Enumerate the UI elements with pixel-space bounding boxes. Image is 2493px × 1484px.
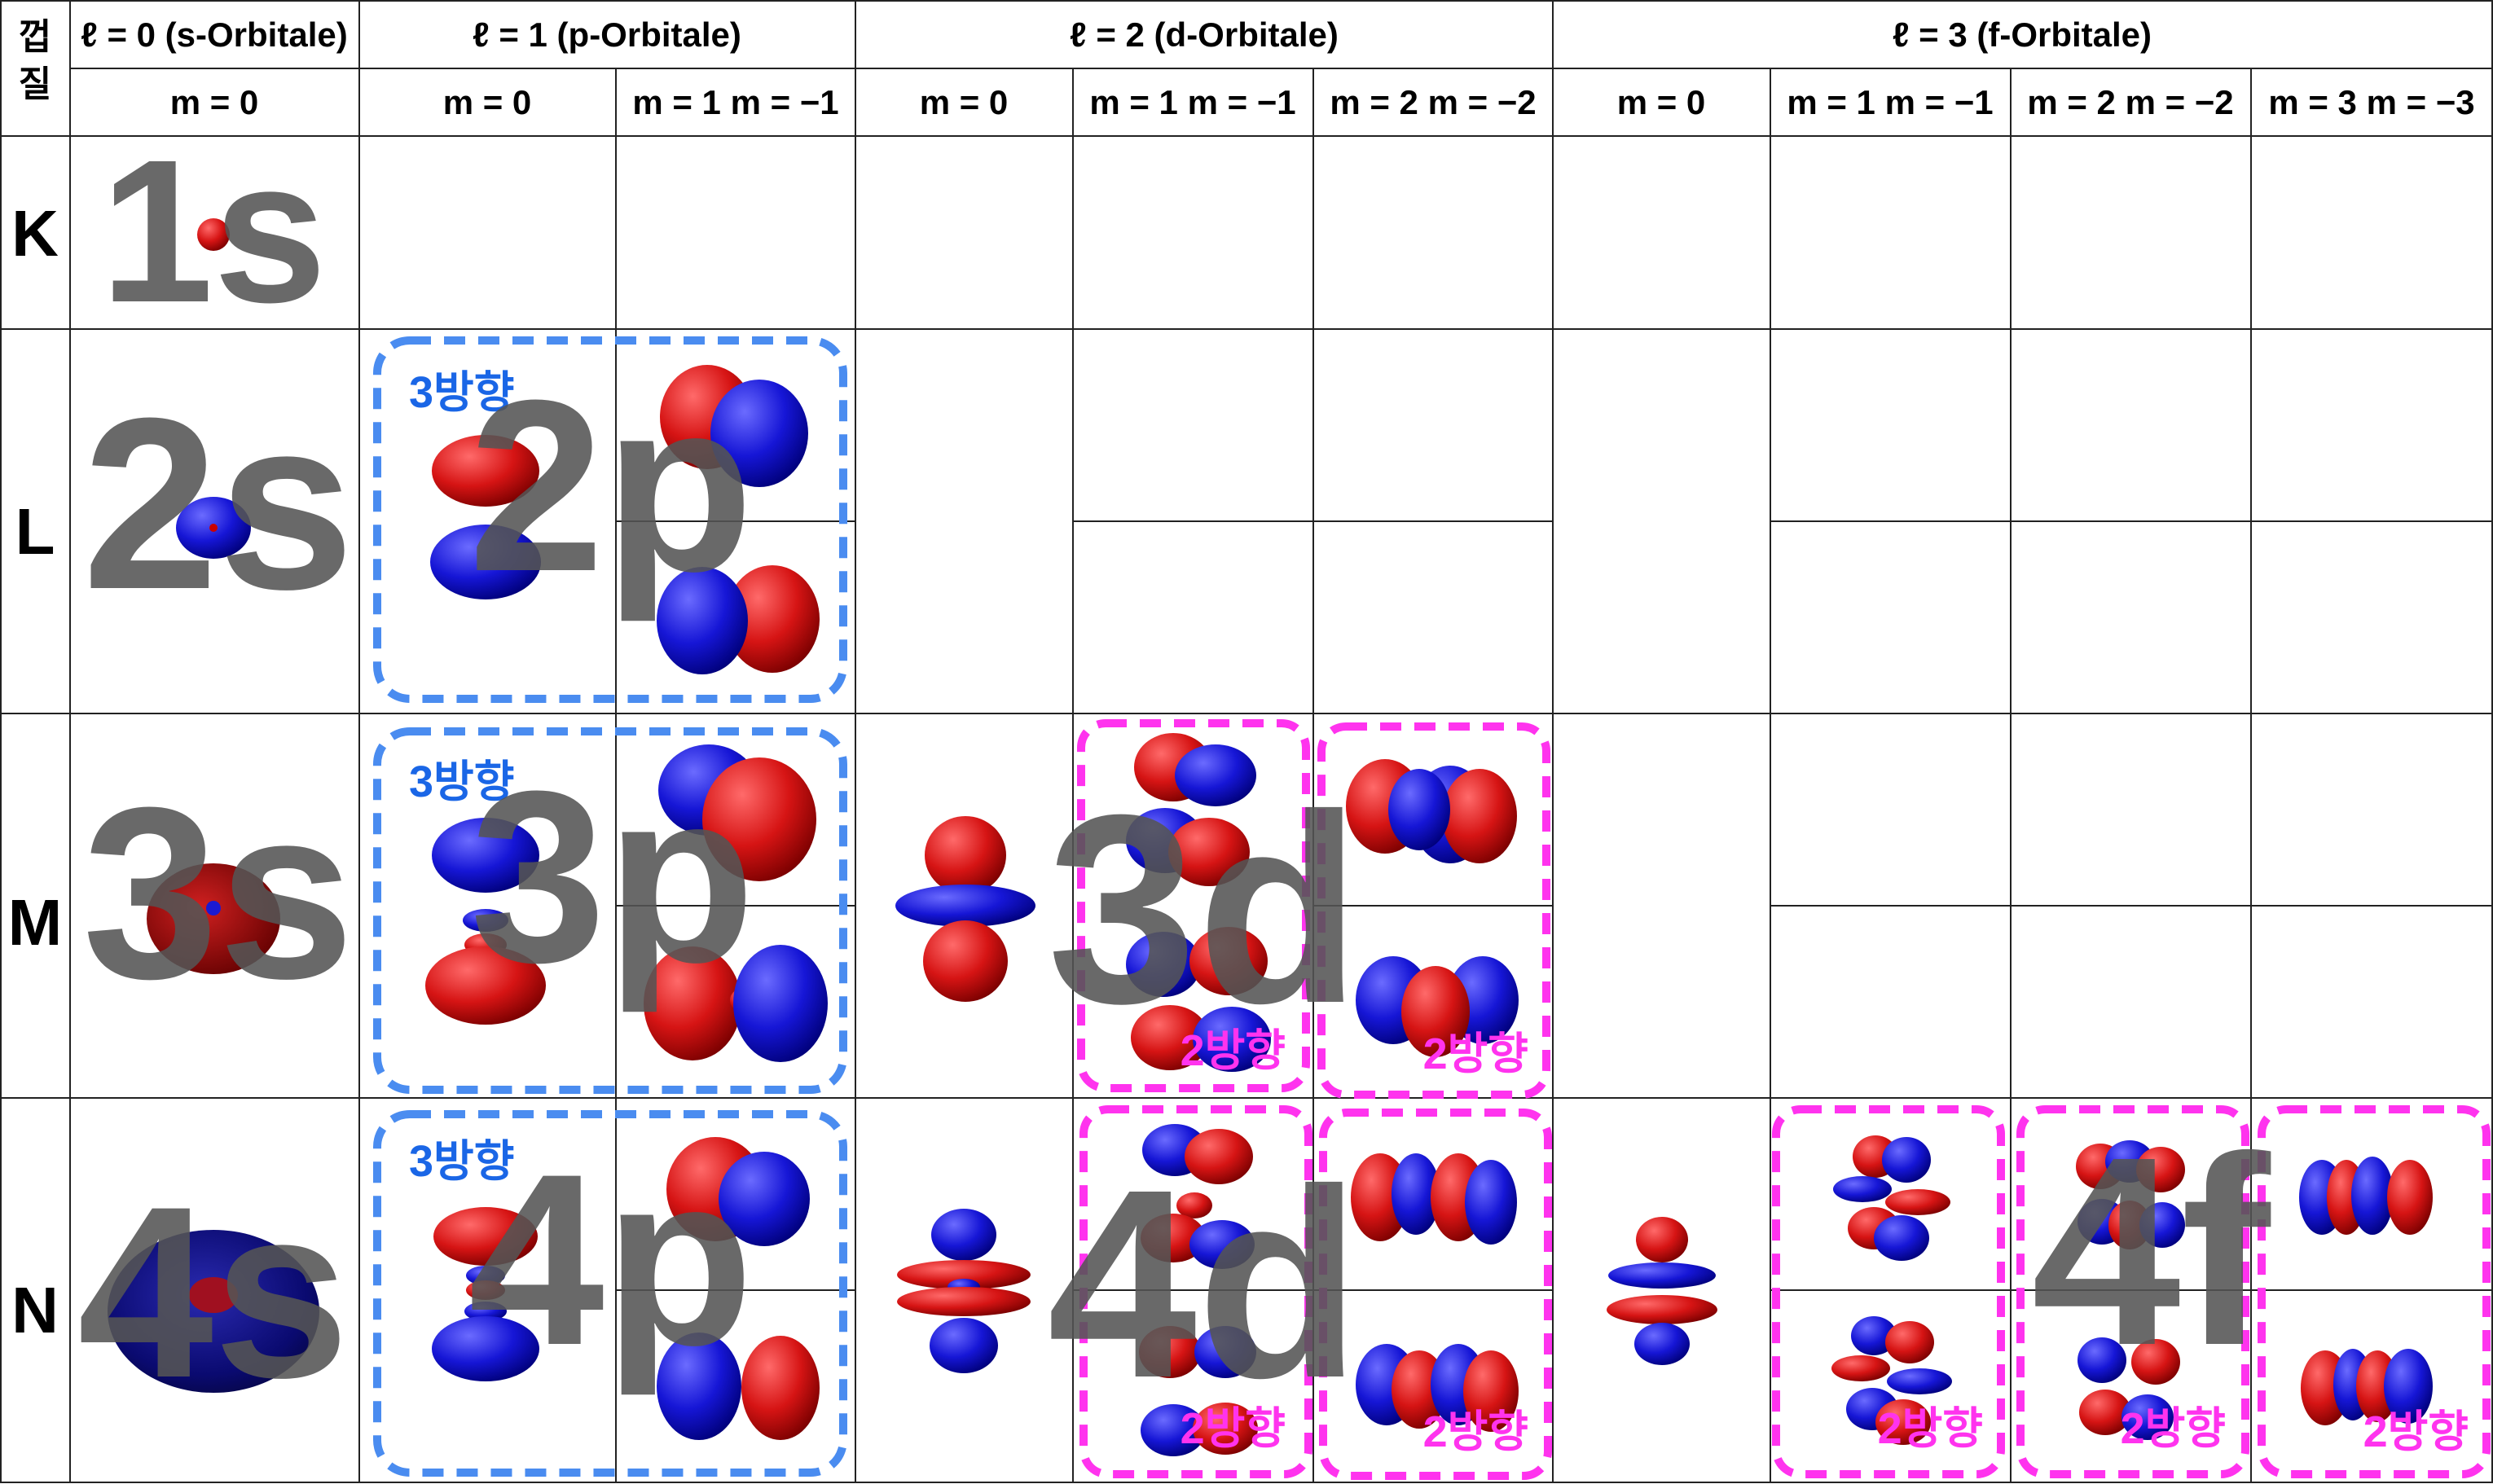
orbital-name-3p: 3p — [470, 740, 755, 1015]
f-pair-frame-n-m2 — [2016, 1105, 2249, 1478]
direction-label-4d-m1: 2방향 — [1181, 1404, 1286, 1453]
orbital-3s — [147, 863, 280, 974]
orbital-4s — [108, 1230, 319, 1393]
orbital-3p-m1 — [658, 744, 816, 881]
group-header-p: ℓ = 1 (p-Orbitale) — [473, 15, 741, 54]
direction-label-3d-m2: 2방향 — [1423, 1030, 1528, 1078]
orbital-4f-m2 — [2076, 1140, 2185, 1249]
orbital-name-4f: 4f — [2031, 1100, 2273, 1401]
orbital-1s — [197, 218, 230, 251]
p-group-frame-m — [373, 727, 847, 1094]
corner-label-bottom: 질 — [19, 64, 51, 104]
orbital-4f-m-1 — [1831, 1316, 1952, 1445]
orbital-3d-m0 — [895, 816, 1035, 1002]
direction-label-4f-m2: 2방향 — [2121, 1404, 2226, 1453]
orbital-name-1s: 1s — [100, 117, 327, 345]
orbital-3d-m2 — [1346, 759, 1517, 863]
orbital-name-4p: 4p — [468, 1122, 754, 1398]
shell-label-k: K — [11, 197, 59, 270]
direction-label-4f-m3: 2방향 — [2363, 1407, 2469, 1456]
direction-label-4d-m2: 2방향 — [1423, 1407, 1528, 1456]
orbital-2p-m0 — [430, 435, 541, 599]
orbital-4f-m1 — [1833, 1135, 1950, 1261]
m-header-p-m0: m = 0 — [443, 83, 532, 121]
f-pair-frame-n-m3 — [2258, 1105, 2491, 1478]
orbital-3p-m0 — [425, 818, 546, 1025]
direction-label-4f-m1: 2방향 — [1878, 1404, 1983, 1453]
orbital-3d-m-1 — [1126, 927, 1271, 1072]
direction-label-2p: 3방향 — [409, 368, 514, 417]
shell-label-n: N — [11, 1274, 59, 1346]
m-header-d-m1: m = 1 m = −1 — [1089, 83, 1295, 121]
orbital-4d-m-1 — [1139, 1326, 1258, 1456]
m-header-f-m2: m = 2 m = −2 — [2027, 83, 2233, 121]
orbital-name-2s: 2s — [82, 367, 354, 640]
d-pair-frame-m-m2 — [1317, 722, 1550, 1099]
orbital-3d-m1 — [1126, 733, 1256, 886]
orbital-4f-m-2 — [2078, 1337, 2180, 1440]
m-header-f-m1: m = 1 m = −1 — [1787, 83, 1993, 121]
orbital-name-4s: 4s — [77, 1155, 350, 1429]
d-pair-frame-n-m2 — [1319, 1109, 1552, 1480]
m-header-f-m0: m = 0 — [1617, 83, 1706, 121]
m-header-p-m1: m = 1 m = −1 — [632, 83, 838, 121]
orbital-4f-m3 — [2299, 1157, 2433, 1235]
corner-label-top: 껍 — [19, 17, 51, 57]
orbital-2p-m-1 — [657, 565, 820, 674]
direction-label-3d-m1: 2방향 — [1181, 1026, 1286, 1075]
group-header-d: ℓ = 2 (d-Orbitale) — [1070, 15, 1339, 54]
shell-label-l: L — [15, 495, 55, 568]
direction-label-4p: 3방향 — [409, 1137, 514, 1186]
orbital-4d-m2 — [1351, 1153, 1517, 1245]
m-header-f-m3: m = 3 m = −3 — [2268, 83, 2474, 121]
group-header-f: ℓ = 3 (f-Orbitale) — [1893, 15, 2152, 54]
group-header-s: ℓ = 0 (s-Orbitale) — [81, 15, 347, 54]
orbital-3d-m-2 — [1356, 956, 1519, 1057]
f-pair-frame-n-m1 — [1772, 1105, 2005, 1478]
shell-label-m: M — [8, 886, 63, 959]
d-pair-frame-m-m1 — [1077, 719, 1310, 1092]
orbital-3p-m-1 — [644, 945, 828, 1062]
orbital-4d-m-2 — [1356, 1344, 1519, 1432]
p-group-frame-n — [373, 1110, 847, 1477]
d-pair-frame-n-m1 — [1079, 1105, 1312, 1478]
orbital-4p-m1 — [666, 1137, 810, 1246]
orbital-name-4d: 4d — [1047, 1133, 1361, 1434]
orbital-4p-m0 — [432, 1207, 539, 1381]
orbital-4d-m1 — [1141, 1124, 1255, 1269]
orbital-4f-m0 — [1607, 1217, 1717, 1365]
orbital-4f-m-3 — [2301, 1349, 2433, 1425]
orbital-2s — [176, 497, 251, 559]
orbital-4p-m-1 — [657, 1333, 820, 1440]
orbital-2p-m1 — [660, 365, 808, 487]
m-header-d-m2: m = 2 m = −2 — [1330, 83, 1536, 121]
orbital-name-3s: 3s — [82, 756, 354, 1030]
orbital-4d-m0 — [897, 1209, 1031, 1373]
m-header-s-m0: m = 0 — [170, 83, 259, 121]
orbital-name-2p: 2p — [468, 349, 754, 624]
orbital-name-3d: 3d — [1047, 758, 1361, 1059]
m-header-d-m0: m = 0 — [920, 83, 1009, 121]
direction-label-3p: 3방향 — [409, 757, 514, 806]
p-group-frame-l — [373, 336, 847, 703]
